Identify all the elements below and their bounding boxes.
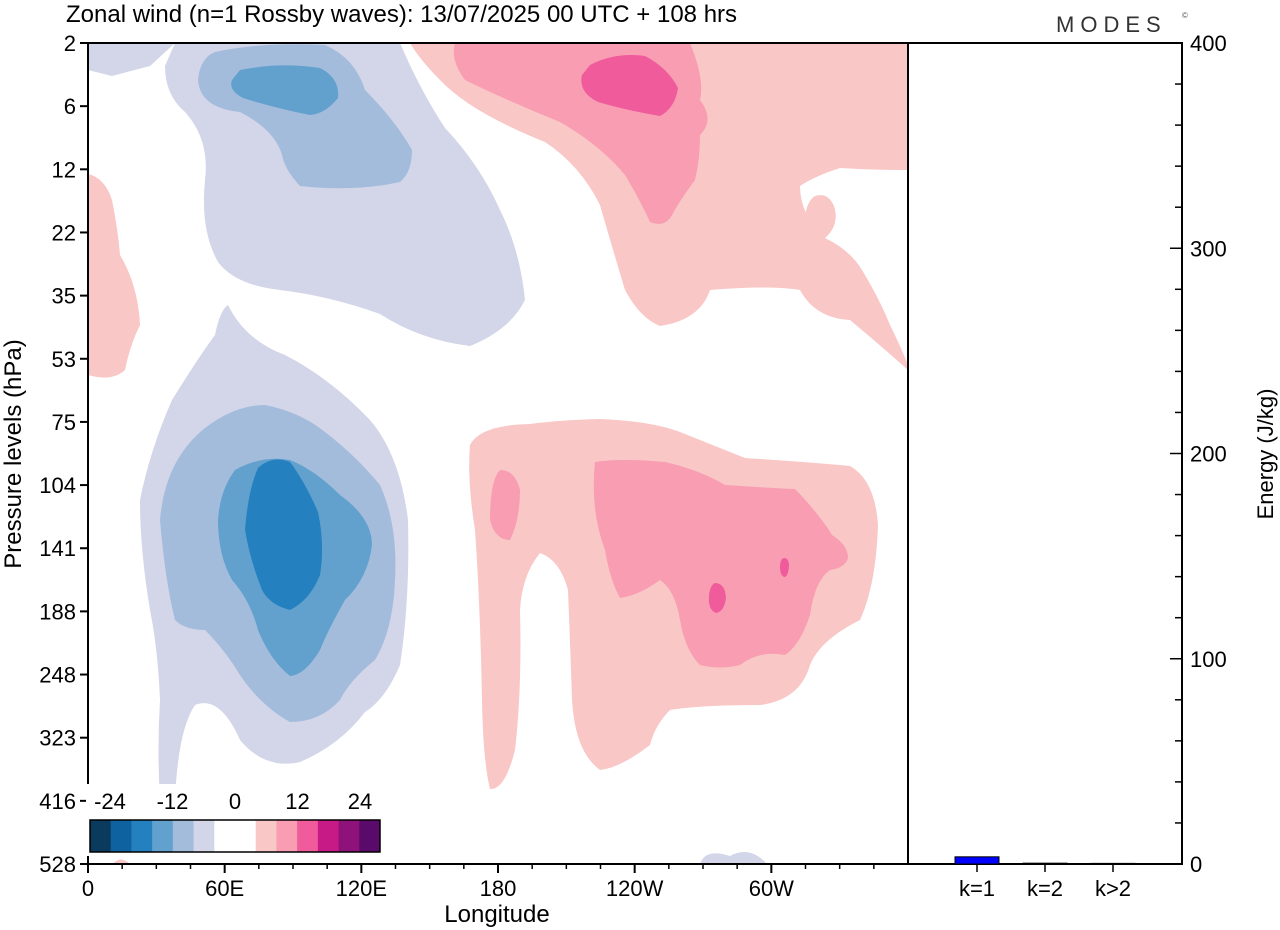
colorbar-label: 12 bbox=[285, 789, 309, 814]
heatmap-panel: 2 6 12 22 35 53 75 104 141 188 248 323 416 528 0 60E 12… bbox=[0, 31, 909, 928]
modes-logo: MODES bbox=[1056, 12, 1167, 37]
energy-category-label: k=1 bbox=[959, 876, 995, 901]
energy-tick-label: 200 bbox=[1190, 442, 1227, 467]
y-tick-label: 75 bbox=[52, 410, 76, 435]
y-tick-label: 416 bbox=[39, 789, 76, 814]
contour-positive-upper-strong bbox=[581, 55, 678, 116]
energy-frame bbox=[907, 42, 1183, 865]
colorbar: -24 -12 0 12 24 bbox=[86, 784, 384, 856]
energy-bar bbox=[954, 856, 1000, 865]
x-tick-label: 0 bbox=[82, 876, 94, 901]
modes-logo-mark: © bbox=[1182, 11, 1188, 20]
colorbar-label: 24 bbox=[348, 789, 372, 814]
x-tick-label: 60W bbox=[749, 876, 794, 901]
contour-negative-lower-strongest bbox=[245, 459, 323, 610]
x-tick-label: 120E bbox=[336, 876, 387, 901]
colorbar-swatch bbox=[110, 820, 132, 852]
y-axis-label: Pressure levels (hPa) bbox=[0, 339, 27, 568]
contour-positive-small-core bbox=[490, 470, 520, 540]
y-tick-label: 141 bbox=[39, 536, 76, 561]
colorbar-swatch bbox=[276, 820, 298, 852]
colorbar-outline bbox=[89, 819, 381, 853]
y-tick-label: 104 bbox=[39, 473, 76, 498]
contour-positive-lower-core bbox=[593, 460, 848, 668]
colorbar-swatch bbox=[172, 820, 195, 852]
colorbar-swatch bbox=[255, 820, 277, 852]
colorbar-swatch bbox=[359, 820, 381, 852]
energy-tick-label: 300 bbox=[1190, 236, 1227, 261]
contour-negative-upper-left bbox=[88, 43, 175, 76]
y-tick-label: 323 bbox=[39, 726, 76, 751]
colorbar-swatch bbox=[317, 820, 340, 852]
y-tick-label: 35 bbox=[52, 284, 76, 309]
colorbar-label: -12 bbox=[157, 789, 189, 814]
y-tick-label: 12 bbox=[52, 157, 76, 182]
x-tick-label: 180 bbox=[480, 876, 517, 901]
y-tick-label: 2 bbox=[64, 31, 76, 56]
x-axis-label: Longitude bbox=[444, 901, 549, 928]
y-tick-label: 53 bbox=[52, 347, 76, 372]
heatmap-x-axis: 0 60E 120E 180 120W 60W bbox=[82, 864, 875, 901]
contour-fills bbox=[88, 43, 908, 864]
contour-negative-upper-strong bbox=[231, 65, 339, 115]
colorbar-swatch bbox=[90, 820, 112, 852]
energy-bars: k=1 k=2 k>2 bbox=[954, 856, 1136, 901]
contour-negative-bottom-blob bbox=[700, 851, 767, 864]
energy-y-axis: 0 100 200 300 400 bbox=[1170, 31, 1227, 877]
x-tick-label: 60E bbox=[205, 876, 244, 901]
contour-positive-lower-spot-1 bbox=[708, 583, 726, 613]
energy-axis-label: Energy (J/kg) bbox=[1253, 389, 1278, 520]
y-tick-label: 6 bbox=[64, 94, 76, 119]
chart-title: Zonal wind (n=1 Rossby waves): 13/07/202… bbox=[66, 1, 737, 28]
x-tick-label: 120W bbox=[606, 876, 664, 901]
colorbar-swatch bbox=[235, 820, 257, 852]
colorbar-label: 0 bbox=[229, 789, 241, 814]
energy-tick-label: 100 bbox=[1190, 647, 1227, 672]
energy-tick-label: 0 bbox=[1190, 852, 1202, 877]
colorbar-swatch bbox=[297, 820, 319, 852]
energy-panel: 0 100 200 300 400 k=1 k=2 k>2 Energy (J/kg) bbox=[907, 31, 1278, 901]
y-tick-label: 528 bbox=[39, 852, 76, 877]
colorbar-swatch bbox=[193, 820, 215, 852]
contour-positive-lower-spot-2 bbox=[780, 558, 789, 577]
colorbar-swatch bbox=[152, 820, 174, 852]
colorbar-swatch bbox=[214, 820, 236, 852]
energy-category-label: k=2 bbox=[1027, 876, 1063, 901]
colorbar-swatch bbox=[338, 820, 360, 852]
y-tick-label: 22 bbox=[52, 220, 76, 245]
energy-category-label: k>2 bbox=[1095, 876, 1131, 901]
contour-positive-bottom-blob bbox=[113, 859, 130, 864]
energy-tick-label: 400 bbox=[1190, 31, 1227, 56]
colorbar-label: -24 bbox=[94, 789, 126, 814]
y-tick-label: 248 bbox=[39, 663, 76, 688]
contour-positive-left-edge bbox=[88, 174, 140, 378]
heatmap-y-axis: 2 6 12 22 35 53 75 104 141 188 248 323 416 528 bbox=[39, 31, 88, 877]
colorbar-swatch bbox=[131, 820, 153, 852]
y-tick-label: 188 bbox=[39, 599, 76, 624]
